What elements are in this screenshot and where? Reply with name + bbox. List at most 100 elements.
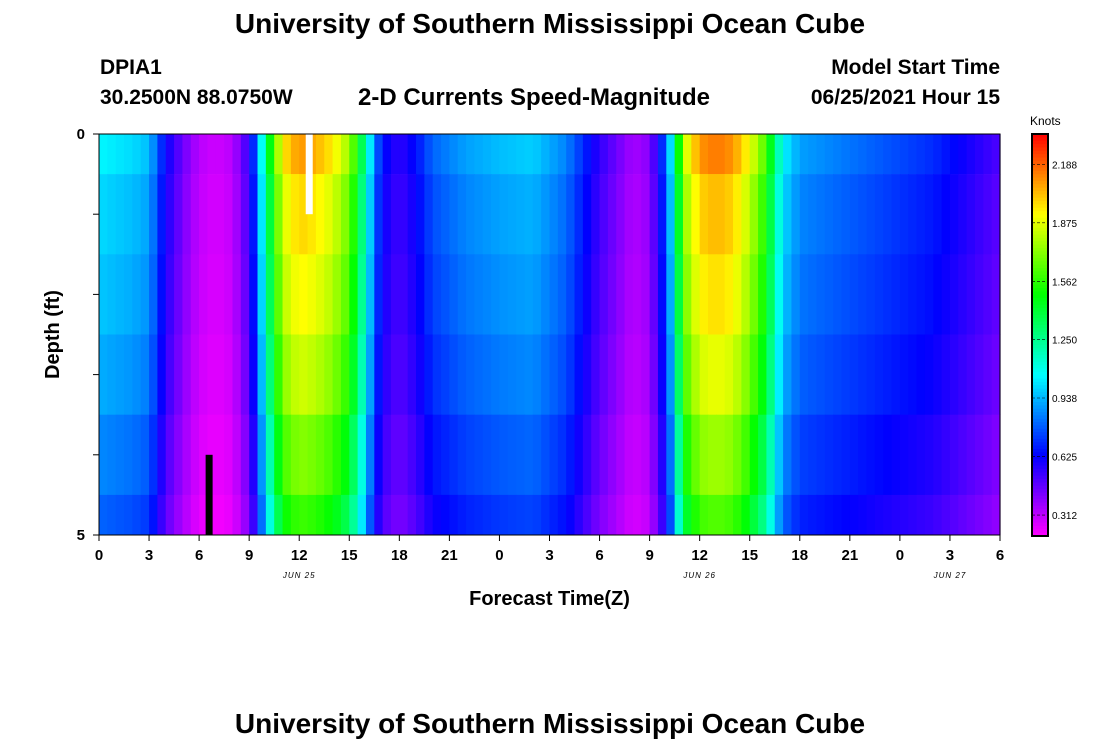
heatmap-cell xyxy=(607,414,617,496)
heatmap-cell xyxy=(791,334,801,415)
heatmap-cell xyxy=(315,494,325,536)
heatmap-cell xyxy=(607,174,617,255)
heatmap-cell xyxy=(657,414,667,496)
heatmap-cell xyxy=(132,254,142,335)
heatmap-cell xyxy=(599,134,609,175)
model-start-value: 06/25/2021 Hour 15 xyxy=(810,86,1000,109)
heatmap-cell xyxy=(249,134,259,175)
heatmap-cell xyxy=(908,254,918,335)
date-label: JUN 25 xyxy=(282,571,316,580)
heatmap-cell xyxy=(365,414,375,496)
heatmap-cell xyxy=(449,254,459,335)
colorbar-segment xyxy=(1032,324,1048,329)
heatmap-cell xyxy=(799,414,809,496)
heatmap-cell xyxy=(224,414,234,496)
heatmap-cell xyxy=(833,174,843,255)
heatmap-cell xyxy=(574,334,584,415)
heatmap-cell xyxy=(466,174,476,255)
colorbar-frame xyxy=(1031,133,1049,537)
heatmap-cell xyxy=(149,494,158,536)
heatmap-cell xyxy=(432,414,442,496)
colorbar-segment xyxy=(1032,428,1048,433)
heatmap-cell xyxy=(491,134,501,175)
date-label: JUN 26 xyxy=(682,571,716,580)
heatmap-cell xyxy=(416,334,425,415)
heatmap-cell xyxy=(424,254,434,335)
heatmap-cell xyxy=(365,334,375,415)
heatmap-cell xyxy=(290,174,300,255)
colorbar-segment xyxy=(1032,284,1048,289)
heatmap-cell xyxy=(357,254,367,335)
heatmap-cell xyxy=(749,334,759,415)
heatmap-cell xyxy=(799,334,809,415)
heatmap-cell xyxy=(916,494,926,536)
heatmap-cell xyxy=(599,174,609,255)
heatmap-cell xyxy=(716,254,726,335)
heatmap-cell xyxy=(849,334,859,415)
heatmap-cell xyxy=(332,254,342,335)
heatmap-cell xyxy=(841,414,851,496)
heatmap-cell xyxy=(257,414,267,496)
heatmap-cell xyxy=(716,174,726,255)
heatmap-cell xyxy=(274,414,284,496)
heatmap-cell xyxy=(799,494,809,536)
colorbar-segment xyxy=(1032,489,1048,494)
heatmap-cell xyxy=(674,334,684,415)
heatmap-cell xyxy=(182,334,192,415)
colorbar-segment xyxy=(1032,391,1048,396)
heatmap-cell xyxy=(624,414,634,496)
heatmap-cell xyxy=(315,134,325,175)
heatmap-cell xyxy=(849,414,859,496)
heatmap-cell xyxy=(724,414,734,496)
heatmap-cell xyxy=(140,334,150,415)
heatmap-cell xyxy=(682,174,692,255)
heatmap-cell xyxy=(582,254,592,335)
heatmap-cell xyxy=(416,254,425,335)
heatmap-cell xyxy=(791,254,801,335)
heatmap-cell xyxy=(649,254,659,335)
heatmap-cell xyxy=(624,254,634,335)
heatmap-cell xyxy=(299,134,309,175)
heatmap-cell xyxy=(215,174,225,255)
heatmap-cell xyxy=(232,414,242,496)
heatmap-cell xyxy=(766,334,776,415)
heatmap-cell xyxy=(407,494,417,536)
heatmap-cell xyxy=(624,494,634,536)
colorbar-segment xyxy=(1032,455,1048,460)
footer-title: University of Southern Mississippi Ocean… xyxy=(234,708,866,739)
heatmap-cell xyxy=(916,174,926,255)
heatmap-cell xyxy=(783,174,793,255)
heatmap-cell xyxy=(916,334,926,415)
heatmap-cell xyxy=(816,174,826,255)
heatmap-cell xyxy=(949,134,959,175)
heatmap-cell xyxy=(149,254,158,335)
heatmap-cell xyxy=(541,254,551,335)
heatmap-cell xyxy=(482,254,492,335)
heatmap-cell xyxy=(574,414,584,496)
heatmap-cell xyxy=(916,134,926,175)
heatmap-cell xyxy=(441,414,450,496)
heatmap-cell xyxy=(708,414,717,496)
colorbar-segment xyxy=(1032,201,1048,205)
heatmap-cell xyxy=(174,494,184,536)
colorbar-segment xyxy=(1032,154,1048,159)
colorbar-tick-label: 1.250 xyxy=(1052,336,1077,347)
colorbar-tick-label: 2.188 xyxy=(1052,160,1077,171)
heatmap-cell xyxy=(849,494,859,536)
colorbar-segment xyxy=(1032,435,1048,440)
heatmap-cell xyxy=(758,134,767,175)
heatmap-cell xyxy=(874,174,884,255)
heatmap-cell xyxy=(774,414,784,496)
heatmap-cell xyxy=(174,254,184,335)
heatmap-cell xyxy=(240,254,250,335)
heatmap-cell xyxy=(449,494,459,536)
heatmap-cell xyxy=(833,414,843,496)
x-tick-label: 12 xyxy=(291,547,308,564)
heatmap-cell xyxy=(591,254,601,335)
heatmap-cell xyxy=(783,494,793,536)
heatmap-cell xyxy=(199,334,209,415)
colorbar-segment xyxy=(1032,341,1048,346)
heatmap-cell xyxy=(299,494,309,536)
heatmap-cell xyxy=(165,134,175,175)
heatmap-cell xyxy=(949,494,959,536)
